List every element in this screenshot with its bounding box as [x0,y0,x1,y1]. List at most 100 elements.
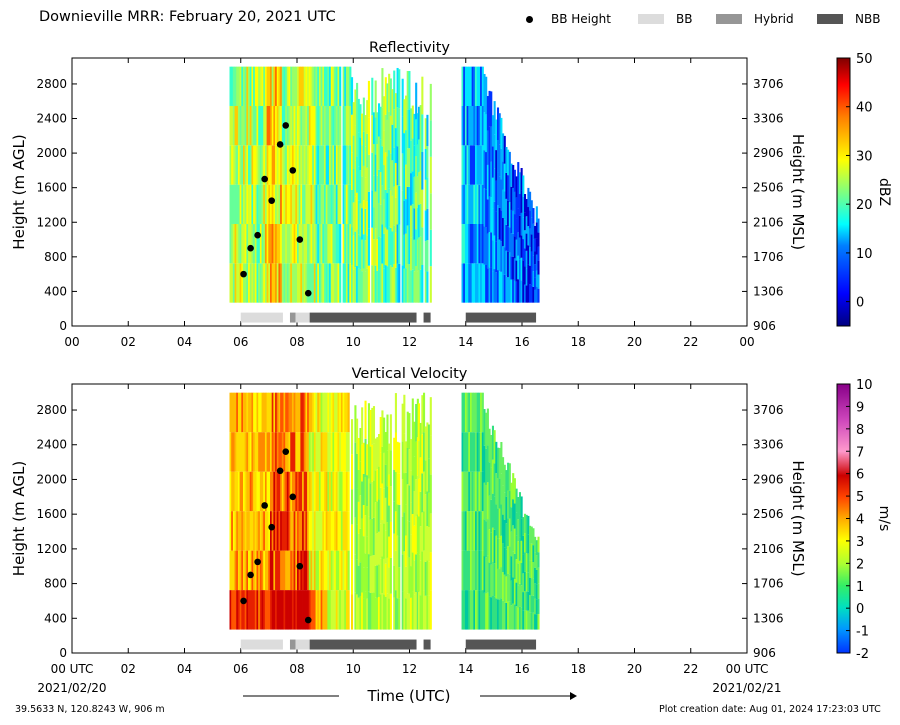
heatmap-cell [237,432,241,472]
heatmap-cell [344,392,347,433]
heatmap-cell [490,564,493,598]
heatmap-cell [229,223,232,264]
heatmap-cell [337,184,340,224]
heatmap-cell [239,471,242,512]
heatmap-cell [475,184,478,224]
heatmap-cell [406,484,409,521]
heatmap-cell [231,392,234,433]
y-tick-label: 1600 [36,507,67,521]
heatmap-cell [416,552,419,592]
heatmap-cell [505,250,508,277]
heatmap-cell [513,553,516,580]
heatmap-cell [291,223,295,264]
heatmap-cell [283,223,286,264]
heatmap-cell [332,145,335,185]
heatmap-cell [384,265,387,303]
heatmap-cell [378,466,381,500]
heatmap-cell [313,184,316,224]
heatmap-cell [324,223,327,264]
heatmap-cell [288,511,291,551]
heatmap-cell [285,550,288,591]
heatmap-cell [335,590,338,630]
y-axis-label-left: Height (m AGL) [10,461,28,576]
heatmap-cell [508,491,511,519]
heatmap-cell [530,268,533,286]
heatmap-cell [423,590,426,630]
heatmap-cell [510,163,513,187]
heatmap-cell [357,438,360,470]
heatmap-cell [246,511,249,551]
heatmap-cell [530,251,533,269]
heatmap-cell [315,184,318,224]
heatmap-cell [466,590,469,630]
heatmap-cell [480,145,483,185]
heatmap-cell [342,432,345,472]
heatmap-cell [502,246,505,275]
heatmap-cell [473,550,476,591]
heatmap-cell [411,436,414,476]
heatmap-cell [500,271,503,303]
heatmap-cell [485,557,488,594]
heatmap-cell [388,505,391,537]
heatmap-cell [493,269,496,303]
heatmap-cell [258,105,261,146]
heatmap-cell [376,565,379,598]
heatmap-cell [351,189,354,228]
heatmap-cell [342,66,345,106]
heatmap-cell [405,199,408,234]
heatmap-cell [232,184,235,224]
heatmap-cell [508,277,511,303]
bb-height-point [268,197,275,204]
heatmap-cell [367,516,370,555]
heatmap-cell [529,525,532,544]
heatmap-cell [334,590,337,630]
heatmap-cell [471,263,474,303]
heatmap-cell [342,471,345,512]
heatmap-cell [475,392,478,433]
heatmap-cell [535,270,538,287]
heatmap-cell [293,511,296,551]
heatmap-cell [502,218,505,247]
heatmap-cell [249,66,252,106]
heatmap-cell [254,184,257,224]
heatmap-cell [426,456,429,492]
heatmap-cell [410,566,413,598]
heatmap-cell [471,105,474,146]
heatmap-cell [478,223,481,264]
heatmap-cell [498,176,501,208]
heatmap-cell [405,164,408,200]
classification-bar-nbb [465,312,537,323]
heatmap-cell [396,473,399,505]
heatmap-cell [408,71,411,110]
heatmap-cell [357,597,360,630]
heatmap-cell [281,263,284,303]
heatmap-cell [529,594,532,613]
heatmap-cell [291,471,295,512]
heatmap-cell [496,447,500,479]
heatmap-cell [525,216,528,234]
x-tick-label: 20 [627,335,642,349]
heatmap-cell [264,590,268,630]
heatmap-cell [246,263,249,303]
heatmap-cell [498,144,501,177]
heatmap-cell [485,227,488,266]
heatmap-cell [534,567,537,584]
heatmap-cell [308,471,311,512]
heatmap-cell [315,432,318,472]
heatmap-cell [361,444,364,482]
heatmap-cell [329,550,332,591]
heatmap-cell [362,567,365,599]
heatmap-cell [532,545,535,563]
heatmap-cell [416,398,419,438]
heatmap-cell [471,590,474,630]
heatmap-cell [291,66,295,106]
heatmap-cell [246,145,249,185]
heatmap-cell [342,145,345,185]
heatmap-cell [351,419,354,455]
heatmap-cell [532,528,535,546]
heatmap-cell [281,590,284,630]
heatmap-cell [500,241,503,272]
x-tick-label: 00 UTC [51,662,94,676]
heatmap-cell [424,494,427,529]
heatmap-cell [510,256,513,280]
